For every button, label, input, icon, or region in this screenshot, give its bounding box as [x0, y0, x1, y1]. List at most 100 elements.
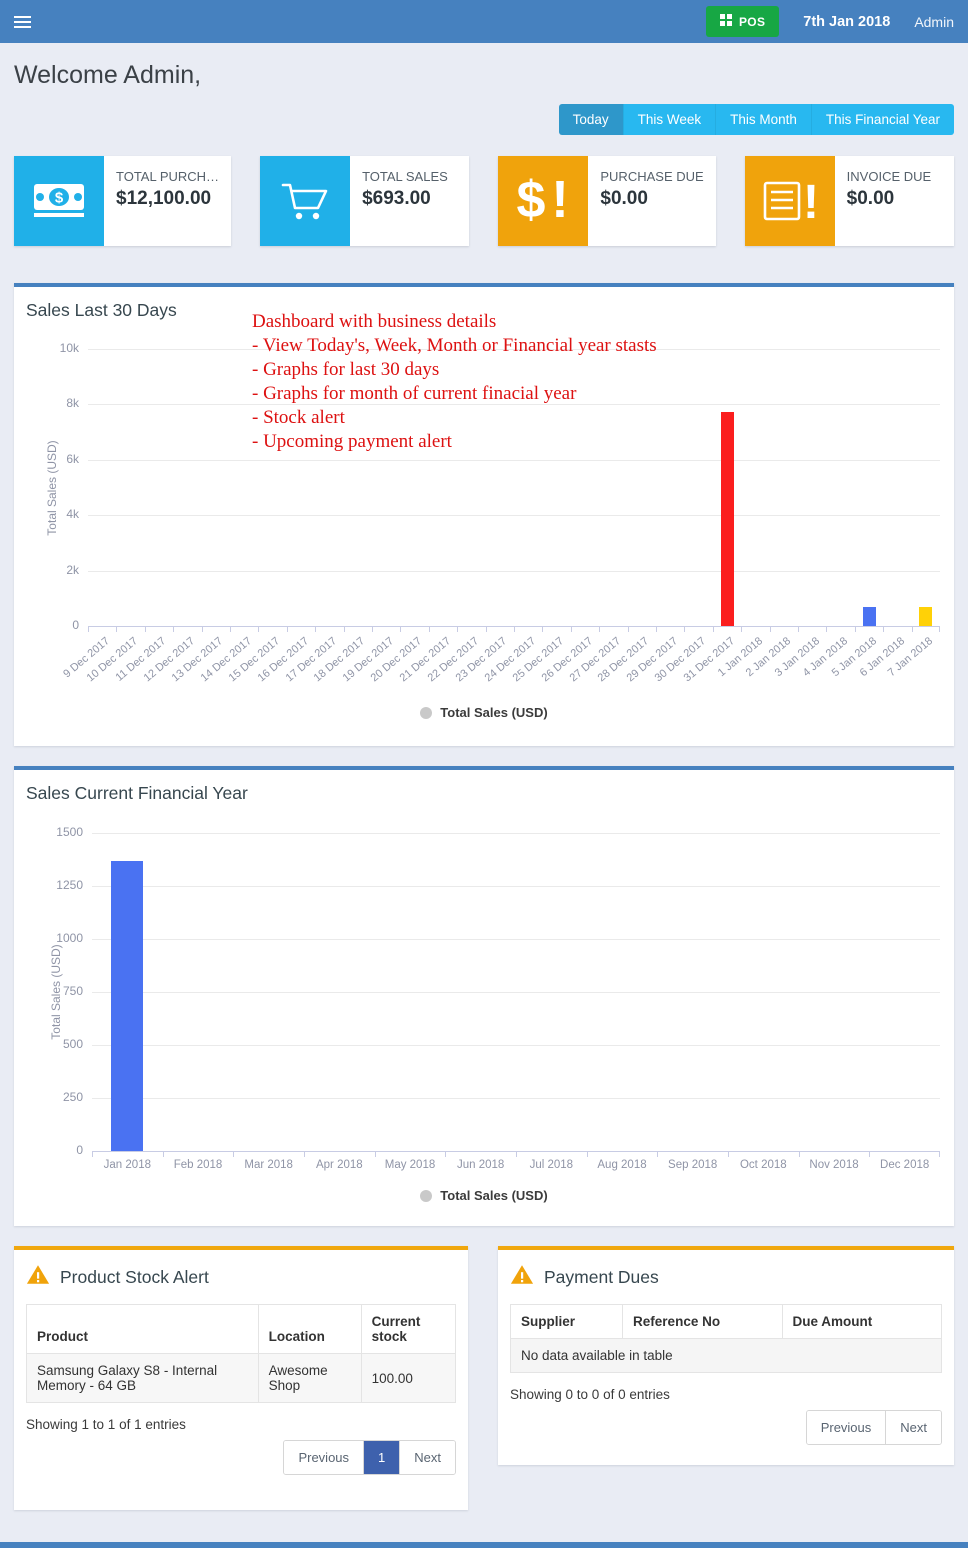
stat-cards: $ TOTAL PURCH… $12,100.00 TOTAL SALES $693.0… — [14, 156, 954, 246]
cell-location: Awesome Shop — [257, 1353, 362, 1403]
x-tick-mark — [230, 626, 231, 632]
empty-table-row: No data available in table — [510, 1338, 942, 1373]
annotation-line: - Graphs for last 30 days — [252, 359, 440, 380]
gridline — [92, 939, 940, 940]
x-tick-mark — [343, 626, 345, 632]
next-page-button[interactable]: Next — [885, 1411, 941, 1444]
svg-text:!: ! — [803, 176, 819, 228]
tab-this-week[interactable]: This Week — [622, 104, 716, 135]
tab-today[interactable]: Today — [558, 104, 623, 135]
x-tick-mark — [516, 1151, 517, 1157]
x-tick-mark — [201, 626, 203, 632]
warning-triangle-icon — [26, 1264, 50, 1290]
previous-page-button[interactable]: Previous — [284, 1441, 364, 1474]
gridline — [88, 404, 940, 406]
x-tick-mark — [769, 626, 771, 632]
y-tick-label: 6k — [66, 451, 79, 466]
y-tick-label: 10k — [59, 341, 79, 355]
x-tick-mark — [741, 626, 743, 632]
y-tick-label: 1500 — [56, 825, 83, 839]
grid-icon — [720, 14, 732, 29]
empty-table-message: No data available in table — [510, 1338, 942, 1373]
x-tick-mark — [88, 626, 89, 632]
x-tick-mark — [514, 626, 515, 632]
page-1-button[interactable]: 1 — [363, 1441, 400, 1474]
x-tick-mark — [684, 626, 686, 632]
x-tick-mark — [656, 626, 657, 632]
x-tick-mark — [826, 626, 828, 632]
sales-last-30-days-chart: Total Sales (USD) 0 2k 4k 6k 8k 10k 9 Dec 2017… — [45, 341, 940, 684]
x-tick-label: Aug 2018 — [597, 1159, 647, 1171]
column-header-supplier: Supplier — [509, 1304, 624, 1339]
y-tick-label: 2k — [66, 562, 79, 577]
column-header-reference-no: Reference No — [622, 1304, 783, 1339]
shopping-cart-icon — [260, 156, 351, 246]
x-tick-mark — [712, 626, 714, 632]
y-tick-label: 250 — [62, 1090, 83, 1104]
legend-marker-icon — [420, 706, 433, 719]
annotation-line: - Stock alert — [252, 407, 345, 428]
page-title: Welcome Admin, — [14, 61, 202, 89]
y-axis-label: Total Sales (USD) — [45, 439, 59, 536]
stat-card-purchase-due: $! PURCHASE DUE $0.00 — [498, 156, 716, 246]
legend-label: Total Sales (USD) — [440, 705, 548, 720]
column-header-product: Product — [26, 1304, 259, 1354]
bar-jan-2018[interactable] — [111, 860, 144, 1151]
next-page-button[interactable]: Next — [399, 1441, 455, 1474]
sales-financial-year-chart: Total Sales (USD) 0 250 500 750 1000 1250 1500… — [49, 825, 940, 1171]
x-tick-mark — [286, 626, 288, 632]
x-tick-mark — [570, 626, 572, 632]
menu-icon[interactable] — [14, 13, 31, 31]
table-info: Showing 0 to 0 of 0 entries — [510, 1387, 670, 1402]
y-tick-label: 1000 — [56, 931, 83, 945]
x-tick-mark — [372, 626, 373, 632]
column-header-location: Location — [257, 1304, 362, 1354]
y-tick-label: 1250 — [56, 878, 83, 892]
gridline — [88, 570, 940, 572]
x-tick-label: Apr 2018 — [315, 1159, 363, 1171]
annotation-text: Dashboard with business details - View To… — [252, 310, 657, 454]
tab-this-financial-year[interactable]: This Financial Year — [810, 104, 954, 135]
x-tick-label: Oct 2018 — [739, 1159, 787, 1171]
x-tick-mark — [315, 626, 317, 632]
dollar-alert-icon: $! — [498, 156, 589, 246]
x-tick-mark — [457, 626, 459, 632]
x-tick-mark — [939, 1151, 940, 1157]
bar-7-jan-2018[interactable] — [919, 606, 933, 626]
x-tick-mark — [798, 626, 799, 632]
stat-card-value: $693.00 — [362, 188, 431, 209]
pos-button[interactable]: POS — [706, 6, 780, 37]
x-tick-mark — [883, 626, 885, 632]
tab-this-month[interactable]: This Month — [715, 104, 811, 135]
cell-product: Samsung Galaxy S8 - Internal Memory - 64… — [26, 1353, 259, 1403]
table-row: Samsung Galaxy S8 - Internal Memory - 64… — [26, 1353, 457, 1403]
stat-card-invoice-due: ! INVOICE DUE $0.00 — [744, 156, 954, 246]
sales-last-30-days-panel: Sales Last 30 Days Dashboard with busine… — [14, 283, 954, 746]
user-menu[interactable]: Admin — [914, 13, 954, 30]
x-tick-label: Sep 2018 — [668, 1159, 718, 1171]
annotation-line: - View Today's, Week, Month or Financial… — [252, 335, 657, 356]
column-header-current-stock: Current stock — [360, 1304, 457, 1354]
x-tick-mark — [304, 1151, 305, 1157]
x-tick-label: Feb 2018 — [173, 1159, 223, 1171]
y-tick-label: 8k — [66, 396, 79, 411]
previous-page-button[interactable]: Previous — [806, 1411, 886, 1444]
x-tick-mark — [657, 1151, 659, 1157]
svg-text:!: ! — [552, 172, 569, 229]
footer-bar — [0, 1542, 968, 1548]
x-tick-mark — [599, 626, 601, 632]
y-axis-label: Total Sales (USD) — [49, 944, 63, 1040]
bar-31-dec-2017[interactable] — [720, 412, 734, 626]
x-tick-mark — [728, 1151, 729, 1157]
stock-alert-table: Product Location Current stock Samsung G… — [26, 1304, 457, 1403]
legend-marker-icon — [420, 1189, 433, 1202]
pos-button-label: POS — [739, 14, 766, 29]
stat-card-value: $0.00 — [600, 188, 648, 209]
x-tick-mark — [542, 626, 544, 632]
pagination: Previous 1 Next — [283, 1440, 456, 1475]
chart-title: Sales Current Financial Year — [26, 783, 248, 803]
panel-title: Product Stock Alert — [60, 1266, 209, 1287]
svg-text:$: $ — [517, 172, 546, 229]
bar-5-jan-2018[interactable] — [862, 606, 876, 626]
legend-label: Total Sales (USD) — [440, 1188, 548, 1203]
